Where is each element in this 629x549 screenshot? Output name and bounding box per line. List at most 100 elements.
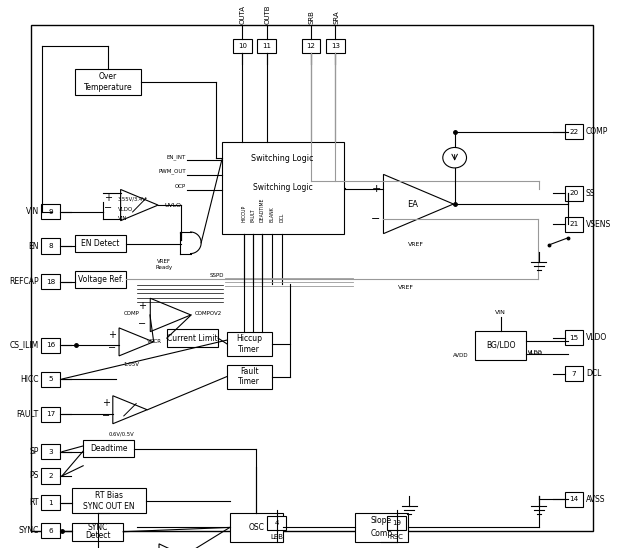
Text: EN Detect: EN Detect	[81, 239, 120, 248]
Text: BG/LDO: BG/LDO	[486, 341, 516, 350]
Text: FAULT: FAULT	[16, 410, 39, 418]
Text: VLDO: VLDO	[586, 333, 607, 342]
FancyBboxPatch shape	[227, 332, 272, 356]
FancyBboxPatch shape	[565, 124, 583, 139]
Text: VCCR: VCCR	[147, 339, 162, 344]
Text: AVSS: AVSS	[586, 495, 605, 503]
Text: 3: 3	[48, 449, 53, 455]
Circle shape	[443, 148, 467, 168]
FancyBboxPatch shape	[233, 39, 252, 53]
Text: 2: 2	[48, 473, 53, 479]
Text: Switching Logic: Switching Logic	[252, 154, 314, 163]
FancyBboxPatch shape	[42, 468, 60, 484]
Text: 15: 15	[569, 334, 579, 340]
Text: CS_ILIM: CS_ILIM	[9, 340, 39, 350]
Text: 12: 12	[306, 43, 316, 49]
Text: VREF
Ready: VREF Ready	[156, 260, 173, 270]
Text: EA: EA	[407, 199, 418, 209]
FancyBboxPatch shape	[75, 236, 126, 253]
FancyBboxPatch shape	[72, 489, 145, 513]
Polygon shape	[150, 298, 191, 332]
Text: 7: 7	[572, 371, 576, 377]
FancyBboxPatch shape	[42, 406, 60, 422]
Text: HICCUP: HICCUP	[241, 205, 246, 222]
FancyBboxPatch shape	[387, 517, 406, 530]
FancyBboxPatch shape	[355, 513, 408, 542]
Text: 21: 21	[569, 221, 579, 227]
Text: Current Limit: Current Limit	[167, 334, 218, 343]
Text: 18: 18	[46, 278, 55, 284]
Text: SS: SS	[586, 189, 595, 198]
Text: +: +	[103, 398, 110, 408]
Text: Slope: Slope	[370, 517, 392, 525]
Text: LEB: LEB	[270, 534, 283, 540]
Text: +: +	[104, 193, 112, 203]
Text: −: −	[102, 411, 110, 421]
Text: Switching Logic: Switching Logic	[253, 183, 313, 192]
Text: FAULT: FAULT	[250, 209, 255, 222]
FancyBboxPatch shape	[565, 366, 583, 381]
Text: OSC: OSC	[248, 523, 264, 532]
Text: 1.05V: 1.05V	[123, 362, 139, 367]
FancyBboxPatch shape	[267, 517, 286, 530]
Text: VREF: VREF	[398, 285, 414, 290]
Text: Deadtime: Deadtime	[90, 444, 128, 453]
FancyBboxPatch shape	[42, 523, 60, 539]
Text: 22: 22	[569, 129, 579, 135]
Text: OUTB: OUTB	[264, 4, 270, 24]
Text: BLANK: BLANK	[269, 206, 274, 222]
Text: 13: 13	[331, 43, 340, 49]
Text: VLDO: VLDO	[528, 350, 542, 355]
Text: +: +	[371, 184, 381, 194]
FancyBboxPatch shape	[42, 495, 60, 511]
Text: PS: PS	[30, 472, 39, 480]
Text: 4: 4	[274, 520, 279, 526]
Text: COMP: COMP	[124, 311, 140, 316]
Text: 1: 1	[48, 500, 53, 506]
FancyBboxPatch shape	[75, 271, 126, 288]
Text: AVDD: AVDD	[454, 354, 469, 358]
Text: VIN: VIN	[26, 207, 39, 216]
Text: SRB: SRB	[309, 10, 314, 24]
Text: 3.55V/3.4V: 3.55V/3.4V	[118, 196, 147, 201]
Text: −: −	[108, 343, 116, 354]
Text: 16: 16	[46, 342, 55, 348]
Text: Over: Over	[99, 72, 117, 81]
Text: COMP: COMP	[586, 127, 608, 136]
Text: −: −	[104, 203, 112, 214]
Text: HICC: HICC	[20, 374, 39, 384]
FancyBboxPatch shape	[302, 39, 320, 53]
FancyBboxPatch shape	[476, 330, 526, 360]
Text: Timer: Timer	[238, 345, 260, 354]
Text: 9: 9	[48, 209, 53, 215]
Text: Temperature: Temperature	[84, 83, 132, 92]
Text: 14: 14	[569, 496, 579, 502]
Text: SYNC: SYNC	[87, 523, 108, 533]
Polygon shape	[119, 328, 153, 356]
Text: VLDO: VLDO	[118, 207, 133, 212]
Text: 5: 5	[48, 376, 53, 382]
Polygon shape	[384, 175, 454, 234]
Text: Detect: Detect	[85, 531, 110, 540]
Polygon shape	[113, 396, 147, 424]
FancyBboxPatch shape	[42, 274, 60, 289]
Text: RT Bias: RT Bias	[95, 491, 123, 500]
FancyBboxPatch shape	[31, 25, 593, 531]
Text: 8: 8	[48, 243, 53, 249]
FancyBboxPatch shape	[230, 513, 283, 542]
FancyBboxPatch shape	[75, 69, 141, 95]
Text: RSC: RSC	[389, 534, 404, 540]
Text: +: +	[138, 301, 147, 311]
Text: 19: 19	[392, 520, 401, 526]
Text: DCL: DCL	[586, 369, 601, 378]
Text: VREF: VREF	[408, 242, 424, 247]
Text: −: −	[371, 214, 381, 223]
Text: SSPD: SSPD	[209, 273, 225, 278]
FancyBboxPatch shape	[42, 204, 60, 219]
Text: 10: 10	[238, 43, 247, 49]
FancyBboxPatch shape	[565, 330, 583, 345]
Text: 0.6V/0.5V: 0.6V/0.5V	[108, 432, 134, 436]
Text: DCL: DCL	[279, 213, 284, 222]
Text: VIN: VIN	[118, 216, 127, 221]
Text: 20: 20	[569, 191, 579, 196]
